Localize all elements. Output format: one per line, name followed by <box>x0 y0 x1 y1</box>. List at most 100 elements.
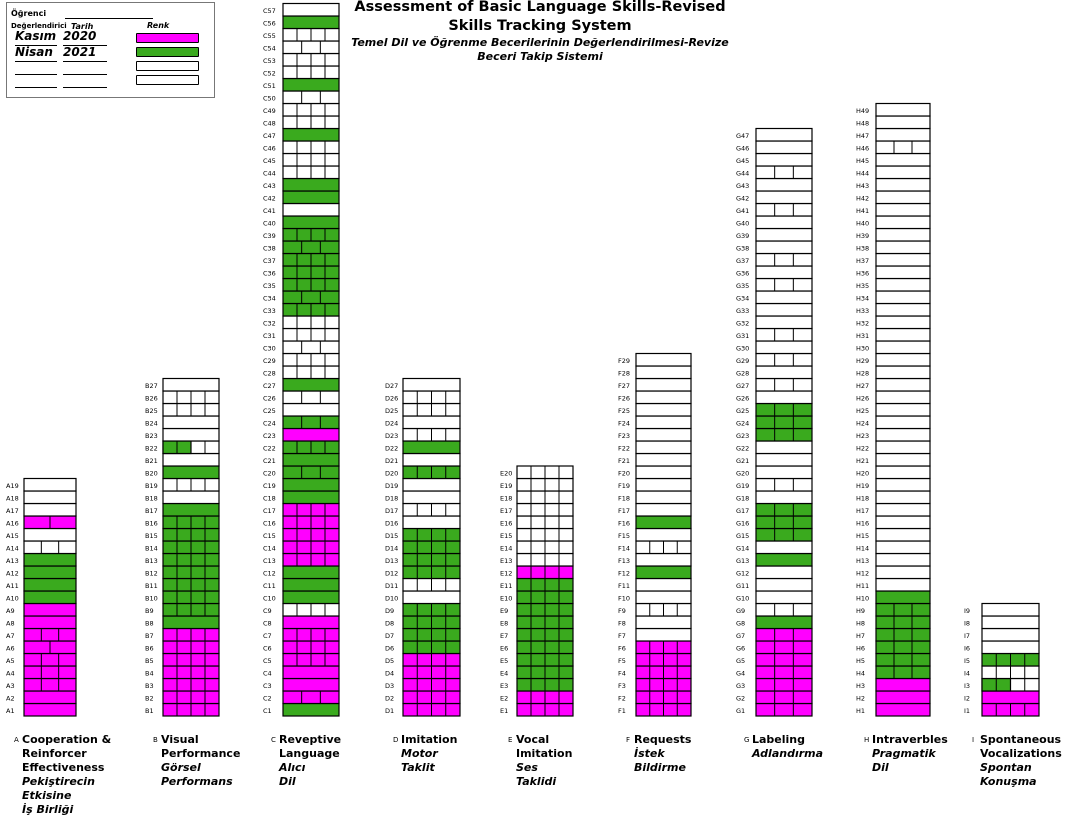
cell-H35 <box>875 277 931 292</box>
row-label-D8: D8 <box>385 620 394 628</box>
row-label-B5: B5 <box>145 657 154 665</box>
cell-H2 <box>875 690 931 705</box>
row-label-B15: B15 <box>145 532 158 540</box>
row-label-F14: F14 <box>618 545 630 553</box>
cell-H49 <box>875 102 931 117</box>
cell-A2 <box>23 690 77 705</box>
caption-line-tr: Performans <box>161 775 233 788</box>
row-label-H42: H42 <box>856 195 869 203</box>
row-label-C29: C29 <box>263 357 276 365</box>
cell-G16 <box>755 515 813 530</box>
cell-G32 <box>755 315 813 330</box>
caption-i: I Spontaneous Vocalizations Spontan Konuşma <box>972 733 1062 789</box>
row-label-D16: D16 <box>385 520 398 528</box>
evaluator-2: Nisan <box>15 45 53 59</box>
date-4-line <box>63 87 107 88</box>
row-label-I8: I8 <box>964 620 970 628</box>
caption-line-tr: Taklidi <box>516 775 557 788</box>
row-label-C20: C20 <box>263 470 276 478</box>
row-label-C5: C5 <box>263 657 272 665</box>
subtitle-line1: Temel Dil ve Öğrenme Becerilerinin Değer… <box>351 36 729 49</box>
row-label-H44: H44 <box>856 170 869 178</box>
row-label-B2: B2 <box>145 695 154 703</box>
color-swatch-3 <box>136 61 199 71</box>
row-label-G40: G40 <box>736 220 749 228</box>
cell-C40 <box>282 215 340 230</box>
row-label-B16: B16 <box>145 520 158 528</box>
cell-B8 <box>162 615 220 630</box>
row-label-A9: A9 <box>6 607 15 615</box>
row-label-H11: H11 <box>856 582 869 590</box>
cell-A1 <box>23 702 77 717</box>
row-label-G4: G4 <box>736 670 745 678</box>
row-label-G24: G24 <box>736 420 749 428</box>
row-label-A18: A18 <box>6 495 19 503</box>
cell-F28 <box>635 365 692 380</box>
row-label-H19: H19 <box>856 482 869 490</box>
row-label-C47: C47 <box>263 132 276 140</box>
caption-line-tr: Ses <box>516 761 538 774</box>
evaluator-1-line <box>15 45 57 46</box>
row-label-C14: C14 <box>263 545 276 553</box>
row-label-E12: E12 <box>500 570 512 578</box>
row-label-F2: F2 <box>618 695 626 703</box>
caption-line: Cooperation & <box>22 733 112 746</box>
column-a: A1 A2 A3 A4 A5 A6 A7 A8 A9 A10 A11 A12 A13 A14 A15 A16 A… <box>6 477 77 717</box>
row-label-F1: F1 <box>618 707 626 715</box>
cell-H11 <box>875 577 931 592</box>
row-label-C55: C55 <box>263 32 276 40</box>
row-label-B14: B14 <box>145 545 158 553</box>
cell-F21 <box>635 452 692 467</box>
cell-F20 <box>635 465 692 480</box>
caption-line-tr: Spontan <box>980 761 1032 774</box>
cell-A5 <box>23 652 77 667</box>
row-label-C18: C18 <box>263 495 276 503</box>
row-label-A16: A16 <box>6 520 19 528</box>
cell-G38 <box>755 240 813 255</box>
row-label-C54: C54 <box>263 45 276 53</box>
row-label-I7: I7 <box>964 632 970 640</box>
color-swatch-4 <box>136 75 199 85</box>
cell-G39 <box>755 227 813 242</box>
row-label-F5: F5 <box>618 657 626 665</box>
row-label-C30: C30 <box>263 345 276 353</box>
row-label-H40: H40 <box>856 220 869 228</box>
row-label-C6: C6 <box>263 645 272 653</box>
row-label-G12: G12 <box>736 570 749 578</box>
caption-letter: D <box>393 736 399 744</box>
row-label-G25: G25 <box>736 407 749 415</box>
row-label-A17: A17 <box>6 507 19 515</box>
row-label-D25: D25 <box>385 407 398 415</box>
row-label-G47: G47 <box>736 132 749 140</box>
cell-H21 <box>875 452 931 467</box>
caption-letter: E <box>508 736 513 744</box>
cell-G42 <box>755 190 813 205</box>
cell-H30 <box>875 340 931 355</box>
row-label-A13: A13 <box>6 557 19 565</box>
cell-H12 <box>875 565 931 580</box>
row-label-F20: F20 <box>618 470 630 478</box>
cell-A13 <box>23 552 77 567</box>
cell-G34 <box>755 290 813 305</box>
cell-C8 <box>282 615 340 630</box>
row-label-C15: C15 <box>263 532 276 540</box>
row-label-C51: C51 <box>263 82 276 90</box>
row-label-H34: H34 <box>856 295 869 303</box>
row-label-G42: G42 <box>736 195 749 203</box>
caption-line-tr: İstek <box>634 747 665 760</box>
cell-G28 <box>755 365 813 380</box>
cell-H31 <box>875 327 931 342</box>
row-label-F27: F27 <box>618 382 630 390</box>
cell-F23 <box>635 427 692 442</box>
cell-C41 <box>282 202 340 217</box>
caption-line-tr: Etkisine <box>22 789 72 802</box>
cell-A9 <box>23 602 77 617</box>
cell-G17 <box>755 502 813 517</box>
evaluator-3-line <box>15 74 57 75</box>
cell-G27 <box>755 377 813 392</box>
cell-H3 <box>875 677 931 692</box>
date-1-line <box>63 45 107 46</box>
row-label-F29: F29 <box>618 357 630 365</box>
row-label-C52: C52 <box>263 70 276 78</box>
cell-G26 <box>755 390 813 405</box>
